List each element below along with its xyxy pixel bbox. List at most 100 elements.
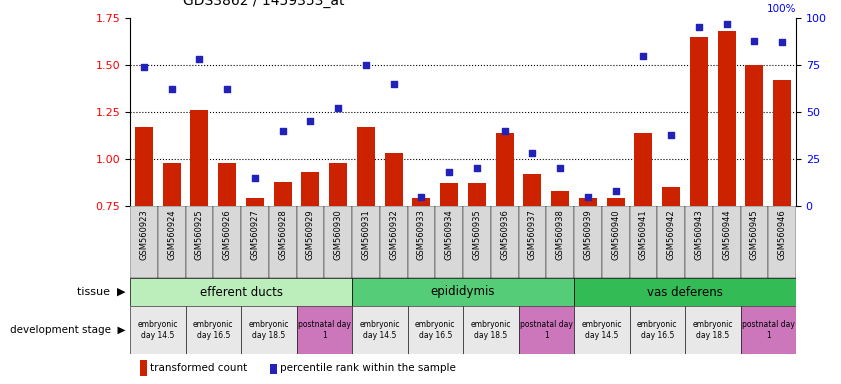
Bar bbox=[463, 206, 491, 278]
Text: embryonic
day 16.5: embryonic day 16.5 bbox=[637, 320, 678, 340]
Text: GSM560935: GSM560935 bbox=[473, 210, 481, 260]
Bar bbox=[574, 278, 796, 306]
Point bbox=[664, 131, 678, 137]
Bar bbox=[241, 306, 297, 354]
Bar bbox=[186, 206, 214, 278]
Bar bbox=[241, 206, 269, 278]
Bar bbox=[130, 306, 186, 354]
Bar bbox=[269, 206, 297, 278]
Bar bbox=[740, 306, 796, 354]
Bar bbox=[685, 306, 740, 354]
Text: embryonic
day 14.5: embryonic day 14.5 bbox=[137, 320, 178, 340]
Bar bbox=[468, 184, 486, 206]
Point bbox=[248, 175, 262, 181]
Bar bbox=[740, 206, 768, 278]
Text: GSM560938: GSM560938 bbox=[556, 210, 564, 260]
Bar bbox=[745, 65, 764, 206]
Point bbox=[331, 105, 345, 111]
Bar bbox=[352, 206, 380, 278]
Bar bbox=[519, 206, 547, 278]
Point bbox=[220, 86, 234, 93]
Point bbox=[387, 81, 400, 87]
Bar bbox=[662, 187, 680, 206]
Text: transformed count: transformed count bbox=[150, 363, 247, 373]
Bar bbox=[602, 206, 630, 278]
Text: GSM560940: GSM560940 bbox=[611, 210, 620, 260]
Text: postnatal day
1: postnatal day 1 bbox=[742, 320, 795, 340]
Bar bbox=[357, 127, 375, 206]
Bar bbox=[630, 206, 658, 278]
Point bbox=[498, 128, 511, 134]
Bar bbox=[130, 206, 158, 278]
Point bbox=[137, 64, 151, 70]
Bar bbox=[491, 206, 519, 278]
Text: embryonic
day 18.5: embryonic day 18.5 bbox=[692, 320, 733, 340]
Point bbox=[720, 21, 733, 27]
Text: epididymis: epididymis bbox=[431, 285, 495, 298]
Bar bbox=[579, 199, 597, 206]
Text: GSM560936: GSM560936 bbox=[500, 210, 509, 260]
Bar bbox=[297, 306, 352, 354]
Text: percentile rank within the sample: percentile rank within the sample bbox=[280, 363, 456, 373]
Text: GSM560933: GSM560933 bbox=[417, 210, 426, 260]
Bar bbox=[463, 306, 519, 354]
Text: tissue  ▶: tissue ▶ bbox=[77, 287, 126, 297]
Bar bbox=[190, 110, 209, 206]
Text: GSM560946: GSM560946 bbox=[778, 210, 786, 260]
Bar bbox=[270, 364, 277, 374]
Bar bbox=[412, 199, 431, 206]
Bar bbox=[685, 206, 713, 278]
Text: GSM560934: GSM560934 bbox=[445, 210, 453, 260]
Bar bbox=[768, 206, 796, 278]
Text: embryonic
day 18.5: embryonic day 18.5 bbox=[470, 320, 511, 340]
Point bbox=[637, 53, 650, 59]
Bar bbox=[158, 206, 186, 278]
Text: embryonic
day 18.5: embryonic day 18.5 bbox=[248, 320, 289, 340]
Text: efferent ducts: efferent ducts bbox=[199, 285, 283, 298]
Text: GSM560944: GSM560944 bbox=[722, 210, 731, 260]
Point bbox=[193, 56, 206, 63]
Text: GSM560937: GSM560937 bbox=[528, 210, 537, 260]
Bar bbox=[246, 199, 264, 206]
Bar bbox=[440, 184, 458, 206]
Point bbox=[692, 24, 706, 30]
Bar bbox=[658, 206, 685, 278]
Bar bbox=[218, 163, 236, 206]
Bar bbox=[436, 206, 463, 278]
Text: 100%: 100% bbox=[766, 4, 796, 14]
Bar bbox=[495, 133, 514, 206]
Text: vas deferens: vas deferens bbox=[647, 285, 723, 298]
Text: embryonic
day 14.5: embryonic day 14.5 bbox=[581, 320, 622, 340]
Text: GDS3862 / 1459353_at: GDS3862 / 1459353_at bbox=[183, 0, 345, 8]
Bar bbox=[634, 133, 653, 206]
Point bbox=[609, 188, 622, 194]
Bar bbox=[574, 206, 602, 278]
Bar bbox=[130, 278, 352, 306]
Bar bbox=[329, 163, 347, 206]
Bar bbox=[273, 182, 292, 206]
Bar bbox=[297, 206, 325, 278]
Point bbox=[775, 40, 789, 46]
Text: GSM560929: GSM560929 bbox=[306, 210, 315, 260]
Point bbox=[581, 194, 595, 200]
Bar bbox=[690, 37, 708, 206]
Bar bbox=[380, 206, 408, 278]
Point bbox=[442, 169, 456, 175]
Text: embryonic
day 16.5: embryonic day 16.5 bbox=[415, 320, 456, 340]
Point bbox=[359, 62, 373, 68]
Bar bbox=[325, 206, 352, 278]
Bar bbox=[717, 31, 736, 206]
Text: GSM560926: GSM560926 bbox=[223, 210, 231, 260]
Text: GSM560941: GSM560941 bbox=[639, 210, 648, 260]
Text: postnatal day
1: postnatal day 1 bbox=[520, 320, 573, 340]
Text: GSM560928: GSM560928 bbox=[278, 210, 287, 260]
Text: GSM560942: GSM560942 bbox=[667, 210, 675, 260]
Point bbox=[304, 118, 317, 124]
Point bbox=[526, 150, 539, 156]
Text: GSM560932: GSM560932 bbox=[389, 210, 398, 260]
Text: GSM560923: GSM560923 bbox=[140, 210, 148, 260]
Bar bbox=[713, 206, 740, 278]
Text: embryonic
day 16.5: embryonic day 16.5 bbox=[193, 320, 234, 340]
Bar bbox=[574, 306, 630, 354]
Text: GSM560943: GSM560943 bbox=[695, 210, 703, 260]
